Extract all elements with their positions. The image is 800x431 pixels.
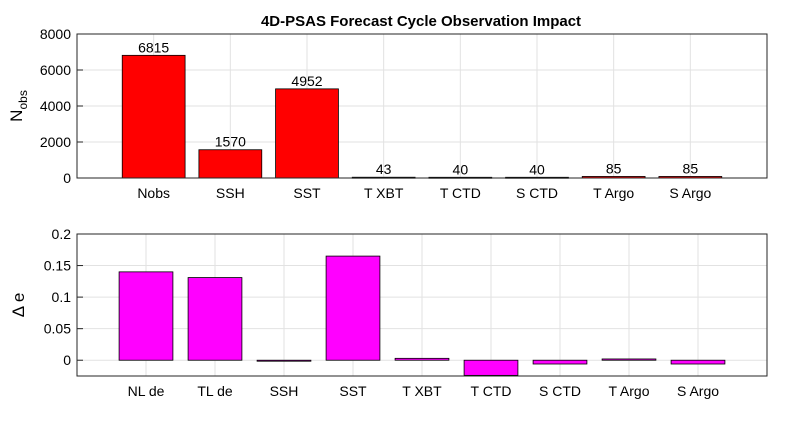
x-tick-label: SST [293, 185, 321, 201]
x-tick-label: SSH [216, 185, 245, 201]
top-x-tick-labels: Nobs SSH SST T XBT T CTD S CTD T Argo S Argo [137, 185, 711, 201]
bar-ssh [256, 359, 312, 362]
data-label: 40 [529, 161, 545, 177]
bar-sst [325, 255, 381, 361]
x-tick-label: T Argo [593, 185, 634, 201]
y-tick-label: 0.15 [44, 258, 71, 274]
bottom-chart: 0 0.05 0.1 0.15 0.2 NL de TL de SSH SST T XBT T C… [9, 226, 768, 399]
top-data-labels: 6815 1570 4952 43 40 40 85 85 [138, 39, 698, 177]
bar-s-argo [670, 359, 726, 365]
bottom-y-axis-label: Δ e [9, 293, 28, 318]
bottom-y-tick-labels: 0 0.05 0.1 0.15 0.2 [44, 226, 71, 368]
x-tick-label: NL de [128, 383, 165, 399]
x-tick-label: T XBT [402, 383, 442, 399]
data-label: 1570 [215, 134, 246, 150]
bar-t-argo [601, 358, 657, 361]
bar-ssh [198, 149, 263, 179]
x-tick-label: T Argo [609, 383, 650, 399]
data-label: 85 [606, 160, 622, 176]
bar-sst [275, 88, 339, 179]
y-tick-label: 0 [63, 170, 71, 186]
x-tick-label: TL de [197, 383, 232, 399]
top-axes-box [76, 33, 768, 179]
data-label: 43 [376, 161, 392, 177]
x-tick-label: S Argo [669, 185, 711, 201]
bar-s-ctd [532, 359, 588, 365]
bar-nl-de [118, 271, 174, 361]
y-tick-label: 0.05 [44, 321, 71, 337]
x-tick-label: T CTD [471, 383, 512, 399]
bar-t-xbt [394, 357, 450, 361]
data-label: 85 [683, 160, 699, 176]
x-tick-label: S Argo [677, 383, 719, 399]
y-tick-label: 0.1 [52, 289, 72, 305]
x-tick-label: S CTD [539, 383, 581, 399]
y-tick-label: 2000 [40, 134, 71, 150]
bottom-gridlines [77, 233, 767, 376]
bar-t-ctd [463, 359, 519, 376]
y-label-subscript: obs [16, 90, 30, 109]
y-tick-label: 4000 [40, 98, 71, 114]
bottom-bars [118, 255, 726, 376]
top-chart: 4D-PSAS Forecast Cycle Observation Impac… [7, 13, 768, 201]
y-label-main: N [7, 110, 26, 122]
bar-tl-de [187, 277, 243, 361]
x-tick-label: T CTD [440, 185, 481, 201]
top-y-tick-labels: 0 2000 4000 6000 8000 [40, 26, 71, 186]
top-bars [121, 54, 723, 179]
top-y-axis-label: Nobs [7, 90, 30, 122]
data-label: 6815 [138, 39, 169, 55]
data-label: 4952 [291, 73, 322, 89]
y-tick-label: 8000 [40, 26, 71, 42]
x-tick-label: T XBT [364, 185, 404, 201]
y-tick-label: 0 [63, 352, 71, 368]
x-tick-label: S CTD [516, 185, 558, 201]
x-tick-label: Nobs [137, 185, 170, 201]
x-tick-label: SSH [270, 383, 299, 399]
data-label: 40 [453, 161, 469, 177]
bottom-axes-box [76, 233, 768, 377]
chart-title: 4D-PSAS Forecast Cycle Observation Impac… [261, 13, 581, 30]
x-tick-label: SST [339, 383, 367, 399]
y-tick-label: 0.2 [52, 226, 72, 242]
bottom-x-tick-labels: NL de TL de SSH SST T XBT T CTD S CTD T Argo S A… [128, 383, 720, 399]
y-tick-label: 6000 [40, 62, 71, 78]
bar-nobs [121, 54, 186, 179]
